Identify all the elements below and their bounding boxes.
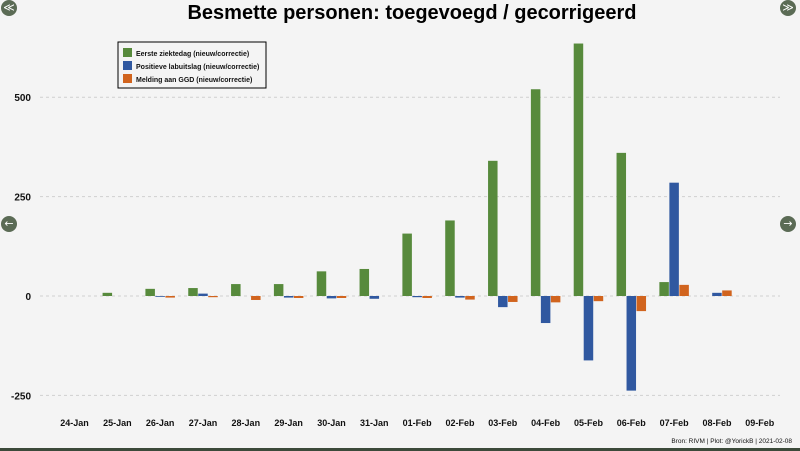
bars xyxy=(102,43,732,391)
source-note: Bron: RIVM | Plot: @YorickB | 2021-02-08 xyxy=(671,438,792,445)
x-tick-label: 01-Feb xyxy=(403,418,433,428)
bar-positieve-labuitslag-02-Feb xyxy=(455,296,465,298)
x-tick-label: 02-Feb xyxy=(445,418,475,428)
bar-eerste-ziektedag-29-Jan xyxy=(273,284,284,296)
y-tick-label: 500 xyxy=(14,93,31,104)
bar-positieve-labuitslag-29-Jan xyxy=(283,296,294,298)
bar-eerste-ziektedag-27-Jan xyxy=(188,288,198,296)
legend: Eerste ziektedag (nieuw/correctie) Positi… xyxy=(117,41,267,89)
bar-positieve-labuitslag-01-Feb xyxy=(412,296,422,298)
bar-positieve-labuitslag-03-Feb xyxy=(498,296,508,308)
legend-label: Eerste ziektedag (nieuw/correctie) xyxy=(136,51,249,58)
bar-positieve-labuitslag-04-Feb xyxy=(540,296,551,324)
bar-eerste-ziektedag-30-Jan xyxy=(316,271,327,296)
bar-eerste-ziektedag-31-Jan xyxy=(359,268,370,296)
bar-melding-ggd-03-Feb xyxy=(508,296,518,302)
legend-label: Positieve labuitslag (nieuw/correctie) xyxy=(136,64,259,71)
y-tick-label: 0 xyxy=(25,292,31,303)
bar-melding-ggd-28-Jan xyxy=(251,296,261,300)
bar-positieve-labuitslag-30-Jan xyxy=(326,296,337,299)
bar-eerste-ziektedag-06-Feb xyxy=(616,152,627,296)
bar-melding-ggd-07-Feb xyxy=(679,284,689,296)
legend-box xyxy=(117,41,267,89)
x-tick-label: 30-Jan xyxy=(317,418,346,428)
bar-melding-ggd-06-Feb xyxy=(636,296,647,312)
bar-melding-ggd-05-Feb xyxy=(593,296,604,302)
x-tick-label: 08-Feb xyxy=(702,418,732,428)
bar-eerste-ziektedag-02-Feb xyxy=(445,220,455,296)
x-tick-label: 24-Jan xyxy=(60,418,89,428)
bar-melding-ggd-30-Jan xyxy=(336,296,347,298)
bottom-bar xyxy=(0,448,800,451)
bar-melding-ggd-27-Jan xyxy=(208,296,218,298)
legend-swatch xyxy=(123,74,132,83)
bar-positieve-labuitslag-08-Feb xyxy=(712,292,722,296)
bar-eerste-ziektedag-05-Feb xyxy=(573,43,584,296)
bar-positieve-labuitslag-06-Feb xyxy=(626,296,637,391)
bar-eerste-ziektedag-04-Feb xyxy=(530,89,541,296)
legend-label: Melding aan GGD (nieuw/correctie) xyxy=(136,77,252,84)
x-tick-label: 31-Jan xyxy=(360,418,389,428)
x-tick-label: 26-Jan xyxy=(146,418,175,428)
bar-melding-ggd-26-Jan xyxy=(165,296,175,298)
y-axis-ticks: 500 250 0 -250 xyxy=(11,93,31,402)
y-tick-label: -250 xyxy=(11,391,31,402)
x-tick-label: 29-Jan xyxy=(274,418,303,428)
bar-eerste-ziektedag-25-Jan xyxy=(102,292,113,296)
bar-melding-ggd-29-Jan xyxy=(293,296,304,298)
bar-eerste-ziektedag-26-Jan xyxy=(145,288,155,296)
x-tick-label: 25-Jan xyxy=(103,418,132,428)
x-tick-label: 07-Feb xyxy=(660,418,690,428)
x-tick-label: 09-Feb xyxy=(745,418,775,428)
bar-positieve-labuitslag-07-Feb xyxy=(669,182,679,296)
x-tick-label: 27-Jan xyxy=(189,418,218,428)
x-tick-label: 06-Feb xyxy=(617,418,647,428)
bar-eerste-ziektedag-07-Feb xyxy=(659,282,669,296)
x-tick-label: 05-Feb xyxy=(574,418,604,428)
x-tick-label: 28-Jan xyxy=(232,418,261,428)
bar-melding-ggd-04-Feb xyxy=(550,296,561,303)
x-tick-label: 04-Feb xyxy=(531,418,561,428)
arrow-right-icon[interactable]: → xyxy=(780,216,796,232)
x-axis-ticks: 24-Jan 25-Jan 26-Jan 27-Jan 28-Jan 29-Jan 30-J… xyxy=(60,418,775,428)
bar-positieve-labuitslag-31-Jan xyxy=(369,296,380,299)
chart-title: Besmette personen: toegevoegd / gecorrig… xyxy=(187,2,636,24)
y-tick-label: 250 xyxy=(14,193,31,204)
arrow-left-icon[interactable]: ← xyxy=(1,216,17,232)
bar-positieve-labuitslag-26-Jan xyxy=(155,296,165,297)
x-tick-label: 03-Feb xyxy=(488,418,518,428)
bar-melding-ggd-01-Feb xyxy=(422,296,432,298)
bar-eerste-ziektedag-03-Feb xyxy=(488,160,498,296)
bar-positieve-labuitslag-27-Jan xyxy=(198,293,208,296)
bar-melding-ggd-02-Feb xyxy=(465,296,475,300)
bar-eerste-ziektedag-01-Feb xyxy=(402,233,412,296)
bar-positieve-labuitslag-05-Feb xyxy=(583,296,594,361)
expand-icon[interactable]: ≫ xyxy=(780,0,796,16)
bar-eerste-ziektedag-28-Jan xyxy=(231,284,241,296)
legend-swatch xyxy=(123,48,132,57)
legend-swatch xyxy=(123,61,132,70)
collapse-icon[interactable]: ≪ xyxy=(1,0,17,16)
bar-melding-ggd-08-Feb xyxy=(722,290,732,296)
